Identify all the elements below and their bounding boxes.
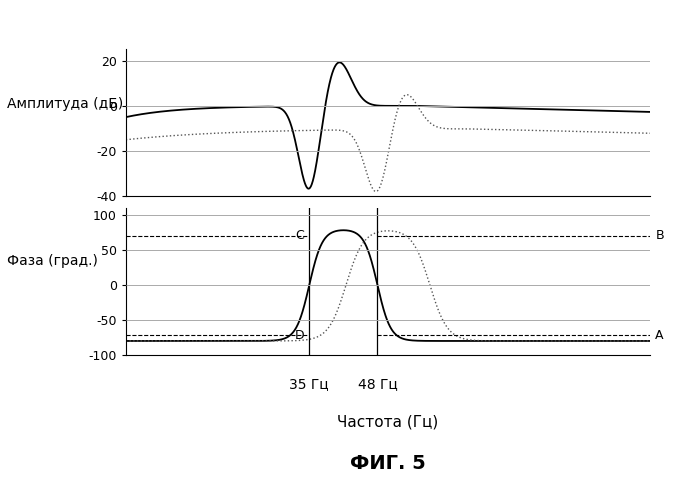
Text: C: C bbox=[295, 230, 304, 243]
Text: D: D bbox=[294, 329, 304, 342]
Text: 48 Гц: 48 Гц bbox=[358, 377, 397, 391]
Text: 35 Гц: 35 Гц bbox=[289, 377, 329, 391]
Text: A: A bbox=[656, 329, 664, 342]
Text: Фаза (град.): Фаза (град.) bbox=[7, 254, 98, 268]
Text: ФИГ. 5: ФИГ. 5 bbox=[350, 454, 426, 473]
Text: Амплитуда (дБ): Амплитуда (дБ) bbox=[7, 97, 123, 110]
Text: Частота (Гц): Частота (Гц) bbox=[338, 414, 438, 429]
Text: B: B bbox=[656, 230, 664, 243]
